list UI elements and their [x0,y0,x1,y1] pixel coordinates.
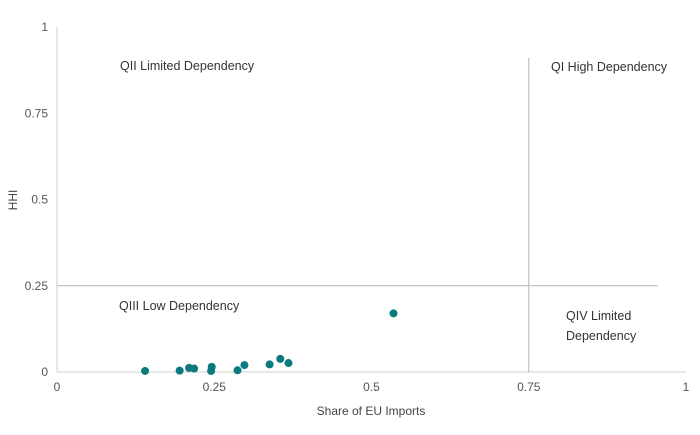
y-tick-label: 0.75 [25,106,49,120]
x-tick-label: 0 [54,380,61,394]
data-point [284,359,293,368]
quadrant-label-q4-line2: Dependency [566,329,637,343]
y-tick-label: 1 [41,20,48,34]
x-tick-label: 0.75 [517,380,541,394]
y-axis-title: HHI [6,190,20,211]
x-axis: 0 0.25 0.5 0.75 1 [54,371,690,394]
y-tick-label: 0.25 [25,279,49,293]
data-point [389,309,398,318]
data-point [175,366,184,375]
y-tick-label: 0 [41,365,48,379]
x-tick-label: 1 [683,380,690,394]
data-point [190,364,199,373]
data-point [233,366,242,375]
quadrant-label-q4-line1: QIV Limited [566,309,631,323]
x-tick-label: 0.25 [203,380,227,394]
quadrant-label-q2: QII Limited Dependency [120,59,255,73]
x-axis-title: Share of EU Imports [317,404,426,418]
data-points [141,309,398,375]
x-tick-label: 0.5 [363,380,380,394]
data-point [207,362,216,371]
data-point [265,360,274,369]
y-tick-label: 0.5 [31,193,48,207]
data-point [276,354,285,363]
quadrant-label-q1: QI High Dependency [551,60,668,74]
y-axis: 0 0.25 0.5 0.75 1 [25,20,58,379]
data-point [141,366,150,375]
quadrant-label-q3: QIII Low Dependency [119,299,240,313]
data-point [240,361,249,370]
